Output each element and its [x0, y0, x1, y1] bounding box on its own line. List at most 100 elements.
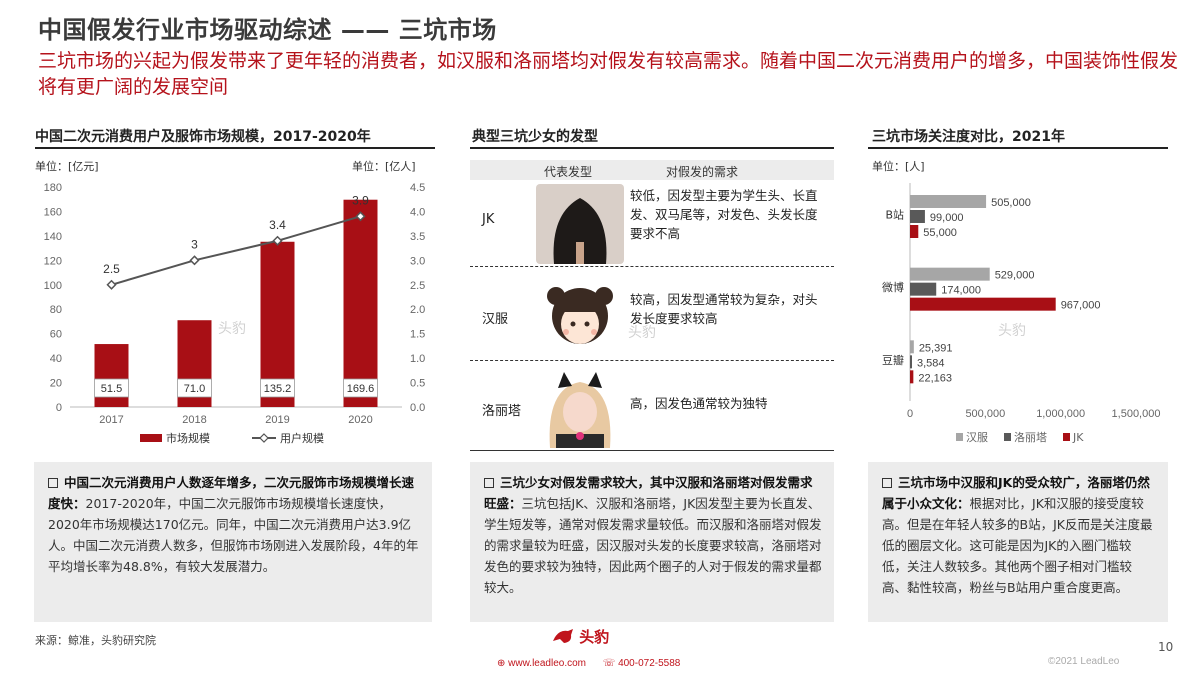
- legend-label: 汉服: [966, 431, 988, 444]
- user-line-marker: [106, 279, 117, 290]
- legend-label: JK: [1072, 431, 1084, 444]
- attention-bar: [910, 355, 912, 369]
- page-subtitle: 三坑市场的兴起为假发带来了更年轻的消费者，如汉服和洛丽塔均对假发有较高需求。随着…: [38, 50, 1179, 98]
- right-note-bold: 三坑市场中汉服和JK的受众较广，洛丽塔仍然属于小众文化：: [882, 475, 1150, 511]
- user-line: [111, 215, 361, 286]
- attention-bar: [910, 267, 990, 281]
- right-note-text: 根据对比，JK和汉服的接受度较高。但是在年轻人较多的B站，JK反而是关注度最低的…: [882, 496, 1153, 595]
- col-need-header: 对假发的需求: [666, 165, 739, 179]
- line-value-label: 3.9: [352, 193, 369, 207]
- middle-note-text: 三坑包括JK、汉服和洛丽塔，JK因发型主要为长直发、学生短发等，通常对假发需求量…: [484, 496, 822, 595]
- x-tick-label: 2019: [265, 414, 289, 426]
- watermark: 头豹: [998, 323, 1026, 339]
- jk-hair-illustration: [536, 184, 624, 264]
- website-link[interactable]: www.leadleo.com: [508, 658, 586, 669]
- phone-number: 400-072-5588: [618, 658, 681, 669]
- category-label: 豆瓣: [882, 353, 904, 367]
- legend-swatch: [1004, 433, 1011, 441]
- y-tick-label: 140: [44, 231, 62, 243]
- line-value-label: 2.5: [103, 262, 120, 276]
- hair-desc: 较低，因发型主要为学生头、长直发、双马尾等，对发色、头发长度要求不高: [630, 188, 818, 241]
- left-note-bold: 中国二次元消费用户人数逐年增多，二次元服饰市场规模增长速度快：: [48, 475, 415, 511]
- user-line-marker: [272, 235, 283, 246]
- legend-swatch: [956, 433, 963, 441]
- bullet-icon: [484, 478, 494, 488]
- page-title: 中国假发行业市场驱动综述 —— 三坑市场: [38, 16, 497, 44]
- left-unit-label: 单位：[亿元]: [35, 160, 99, 173]
- y2-tick-label: 3.5: [410, 231, 425, 243]
- y-tick-label: 60: [50, 329, 62, 341]
- category-label: 微博: [882, 280, 904, 294]
- y2-tick-label: 2.5: [410, 280, 425, 292]
- source-note: 来源：鲸准，头豹研究院: [35, 634, 156, 647]
- attention-bar: [910, 225, 919, 238]
- attention-bar: [910, 370, 914, 384]
- x-tick-label: 500,000: [965, 408, 1005, 420]
- copyright: ©2021 LeadLeo: [1048, 656, 1120, 667]
- left-section-rule: [35, 147, 435, 149]
- x-tick-label: 1,000,000: [1036, 408, 1085, 420]
- legend-swatch: [1063, 433, 1070, 441]
- y-tick-label: 160: [44, 206, 62, 218]
- attention-bar: [910, 195, 987, 208]
- y-tick-label: 180: [44, 182, 62, 194]
- attention-bar: [910, 210, 925, 223]
- globe-icon: ⊕: [497, 658, 506, 669]
- market-user-chart: 0 20 40 60 80 100 120 140 160 180 0.0 0.5 1.0 1.5 2.0 2…: [44, 182, 426, 445]
- right-chart-unit: 单位：[人]: [872, 160, 925, 173]
- leadleo-logo: 头豹: [552, 626, 609, 647]
- y-tick-label: 20: [50, 378, 62, 390]
- x-tick-label: 0: [907, 408, 913, 420]
- lolita-hair-illustration: [536, 368, 624, 448]
- hair-row-lolita: 洛丽塔 高，因发色通常较为独特: [470, 366, 834, 450]
- left-section-title: 中国二次元消费用户及服饰市场规模，2017-2020年: [35, 129, 371, 145]
- bar-value-label: 55,000: [923, 227, 957, 239]
- bar-value-label: 99,000: [930, 212, 964, 224]
- row-divider: [470, 360, 834, 361]
- x-tick-label: 1,500,000: [1112, 408, 1161, 420]
- category-label: B站: [885, 208, 904, 222]
- bar-value-label: 135.2: [264, 383, 292, 395]
- y-tick-label: 0: [56, 402, 62, 414]
- bar-label-box: [177, 378, 212, 398]
- bar-label-box: [343, 378, 378, 398]
- market-bar: [94, 344, 129, 407]
- col-hair-header: 代表发型: [544, 165, 593, 179]
- y2-tick-label: 1.5: [410, 329, 425, 341]
- x-tick-label: 2018: [182, 414, 206, 426]
- y2-tick-label: 0.5: [410, 378, 425, 390]
- legend-line-marker: [259, 433, 269, 443]
- hair-desc: 高，因发色通常较为独特: [630, 396, 768, 411]
- row-divider: [470, 266, 834, 267]
- y2-tick-label: 4.5: [410, 182, 425, 194]
- legend-bar-label: 市场规模: [166, 431, 210, 445]
- y-tick-label: 80: [50, 304, 62, 316]
- y2-tick-label: 2.0: [410, 304, 425, 316]
- hair-table-header: 代表发型 对假发的需求: [470, 160, 834, 180]
- bar-value-label: 22,163: [918, 372, 952, 384]
- bar-label-box: [94, 378, 129, 398]
- bar-label-box: [260, 378, 295, 398]
- bar-value-label: 71.0: [184, 383, 205, 395]
- user-line-marker: [355, 211, 366, 222]
- bullet-icon: [882, 478, 892, 488]
- bullet-icon: [48, 478, 58, 488]
- hair-type: JK: [482, 212, 495, 227]
- market-bar: [343, 199, 378, 407]
- right-note-box: 三坑市场中汉服和JK的受众较广，洛丽塔仍然属于小众文化：根据对比，JK和汉服的接…: [868, 462, 1168, 622]
- bar-value-label: 529,000: [995, 270, 1035, 282]
- y2-tick-label: 3.0: [410, 255, 425, 267]
- left-note-text: 2017-2020年，中国二次元服饰市场规模增长速度快，2020年市场规模达17…: [48, 496, 419, 574]
- middle-section-rule: [470, 147, 834, 149]
- bar-value-label: 51.5: [101, 383, 122, 395]
- bar-value-label: 505,000: [991, 197, 1031, 209]
- x-tick-label: 2017: [99, 414, 123, 426]
- attention-bar: [910, 282, 937, 296]
- bar-value-label: 3,584: [917, 357, 945, 369]
- footer-contacts: ⊕ www.leadleo.com ☏ 400-072-5588: [497, 658, 680, 669]
- table-bottom-rule: [470, 450, 834, 451]
- hair-row-jk: JK 较低，因发型主要为学生头、长直发、双马尾等，对发色、头发长度要求不高: [470, 182, 834, 264]
- right-unit-label: 单位：[亿人]: [352, 160, 416, 173]
- page-number: 10: [1158, 640, 1174, 654]
- hair-desc: 较高，因发型通常较为复杂，对头发长度要求较高: [630, 292, 818, 326]
